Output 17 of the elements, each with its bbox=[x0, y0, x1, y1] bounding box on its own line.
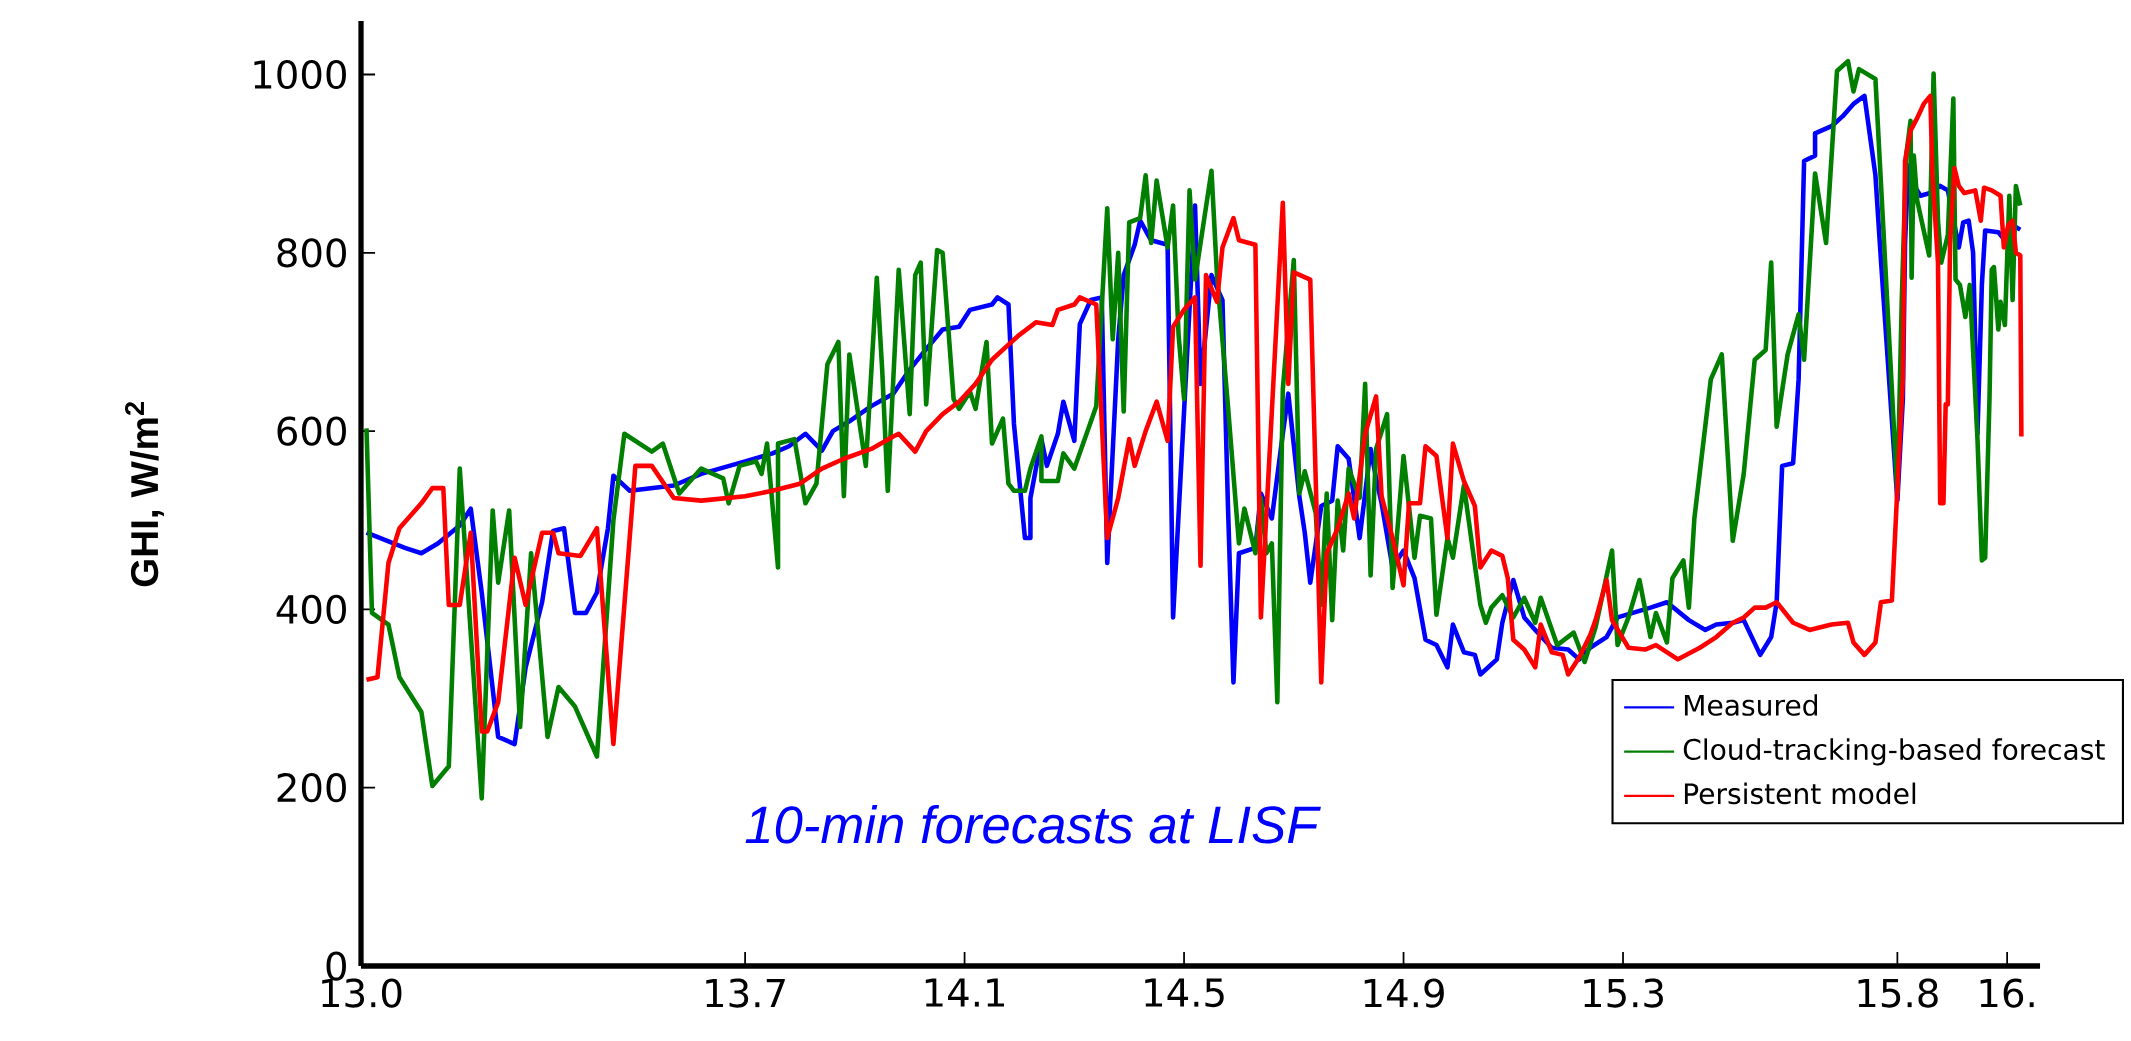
x-tick-label: 14.1 bbox=[925, 978, 1005, 1007]
x-tick-label: 15.8 bbox=[1858, 978, 1938, 1008]
x-tick-label: 14.5 bbox=[1145, 978, 1224, 1008]
y-tick-label: 800 bbox=[277, 238, 346, 268]
y-axis-title: GHI, W/m$^{2}$ bbox=[125, 402, 164, 587]
y-tick-label: 600 bbox=[277, 416, 346, 446]
legend-label: Persistent model bbox=[1684, 782, 1916, 805]
y-tick-label: 200 bbox=[277, 773, 346, 803]
y-tick-label: 1000 bbox=[254, 59, 346, 90]
x-tick-label: 15.3 bbox=[1584, 978, 1663, 1008]
legend-label: Cloud-tracking-based forecast bbox=[1683, 738, 2105, 766]
legend-label: Measured bbox=[1684, 694, 1817, 716]
y-tick-label: 400 bbox=[276, 594, 346, 625]
annotation: 10-min forecasts at LISF bbox=[745, 804, 1321, 844]
x-tick-label: 14.9 bbox=[1364, 978, 1444, 1008]
x-tick-label: 13.7 bbox=[706, 978, 785, 1008]
x-tick-label: 16. bbox=[1980, 978, 2034, 1008]
